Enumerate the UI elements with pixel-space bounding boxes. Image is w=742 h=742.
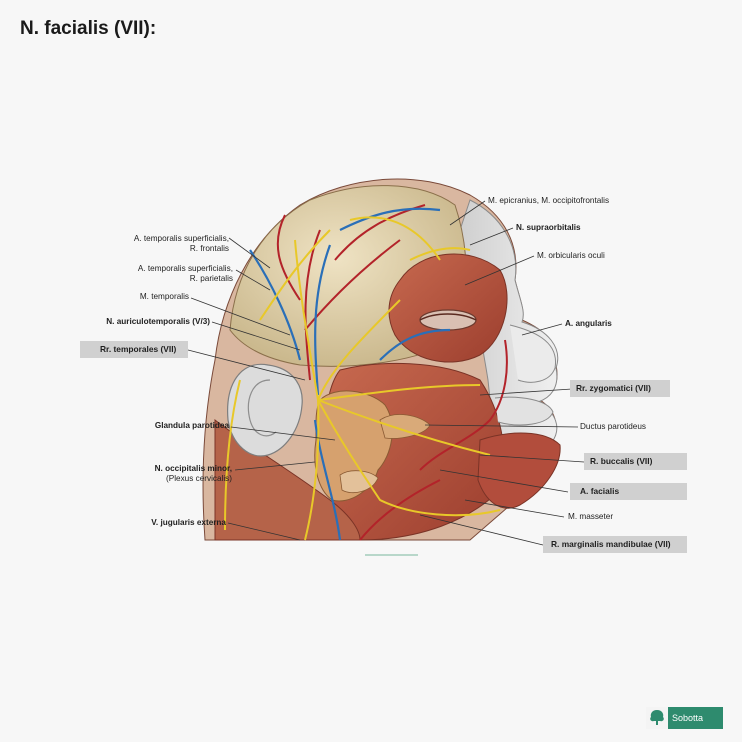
label-temporalis-parietalis: A. temporalis superficialis, R. parietal… <box>100 264 233 284</box>
nose <box>509 324 556 383</box>
label-angularis: A. angularis <box>565 319 612 328</box>
logo-brand: Sobotta <box>672 713 704 723</box>
label-r-buccalis: R. buccalis (VII) <box>590 456 653 466</box>
label-line: (Plexus cervicalis) <box>166 474 232 483</box>
highlight-rr-zygomatici: Rr. zygomatici (VII) <box>570 380 670 397</box>
veins <box>249 207 451 541</box>
label-line: A. temporalis superficialis, <box>133 234 229 243</box>
label-temporalis-frontalis: A. temporalis superficialis, R. frontali… <box>100 234 229 254</box>
label-m-masseter: M. masseter <box>568 512 614 521</box>
lips <box>494 396 554 426</box>
label-m-temporalis: M. temporalis <box>139 292 189 301</box>
eye <box>419 309 477 331</box>
sobotta-logo[interactable]: Sobotta <box>646 707 723 729</box>
label-line: R. frontalis <box>189 244 229 253</box>
facial-nerve-branches <box>224 216 501 541</box>
highlight-r-marginalis: R. marginalis mandibulae (VII) <box>543 536 687 553</box>
highlight-r-buccalis: R. buccalis (VII) <box>584 453 687 470</box>
pointer-lines <box>187 200 585 546</box>
label-a-facialis: A. facialis <box>580 486 620 496</box>
label-line: A. temporalis superficialis, <box>137 264 233 273</box>
parotid-gland <box>314 390 393 502</box>
label-rr-zygomatici: Rr. zygomatici (VII) <box>576 383 651 393</box>
label-ductus-parotideus: Ductus parotideus <box>580 422 646 431</box>
ear <box>227 363 303 457</box>
highlight-a-facialis: A. facialis <box>570 483 687 500</box>
chin-region <box>477 432 561 509</box>
label-jugularis-externa: V. jugularis externa <box>151 518 226 527</box>
label-line: R. parietalis <box>189 274 233 283</box>
arteries <box>276 204 508 541</box>
label-auriculotemporalis: N. auriculotemporalis (V/3) <box>106 317 210 326</box>
label-line: N. occipitalis minor, <box>154 464 232 473</box>
label-occipitalis-minor: N. occipitalis minor, (Plexus cervicalis… <box>100 464 232 484</box>
page-title: N. facialis (VII): <box>20 18 157 39</box>
label-epicranius: M. epicranius, M. occipitofrontalis <box>488 196 610 205</box>
elsevier-tree-icon <box>646 707 668 729</box>
label-rr-temporales: Rr. temporales (VII) <box>100 344 177 354</box>
highlight-rr-temporales: Rr. temporales (VII) <box>80 341 188 358</box>
label-r-marginalis: R. marginalis mandibulae (VII) <box>551 539 671 549</box>
label-orbicularis-oculi: M. orbicularis oculi <box>537 251 605 260</box>
label-glandula-parotidea: Glandula parotidea <box>154 421 229 430</box>
label-supraorbitalis: N. supraorbitalis <box>516 223 581 232</box>
